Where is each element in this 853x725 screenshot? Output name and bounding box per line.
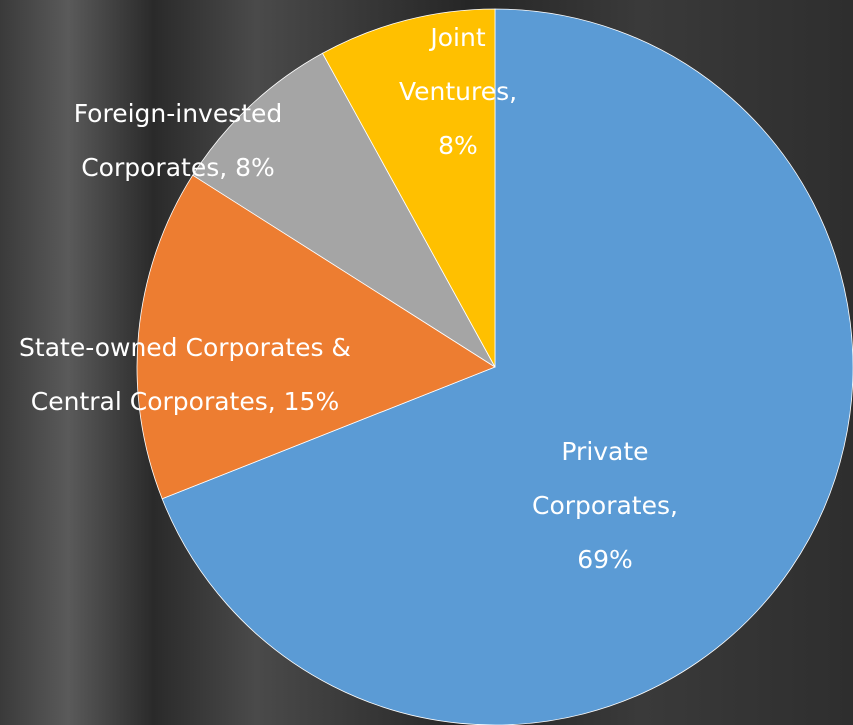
data-label: State-owned Corporates & Central Corpora… [15, 321, 355, 429]
chart: Private Corporates, 69% State-owned Corpo… [0, 0, 853, 725]
data-label: Foreign-invested Corporates, 8% [43, 87, 313, 195]
data-label: Joint Ventures, 8% [393, 11, 523, 173]
data-label: Private Corporates, 69% [520, 425, 690, 587]
